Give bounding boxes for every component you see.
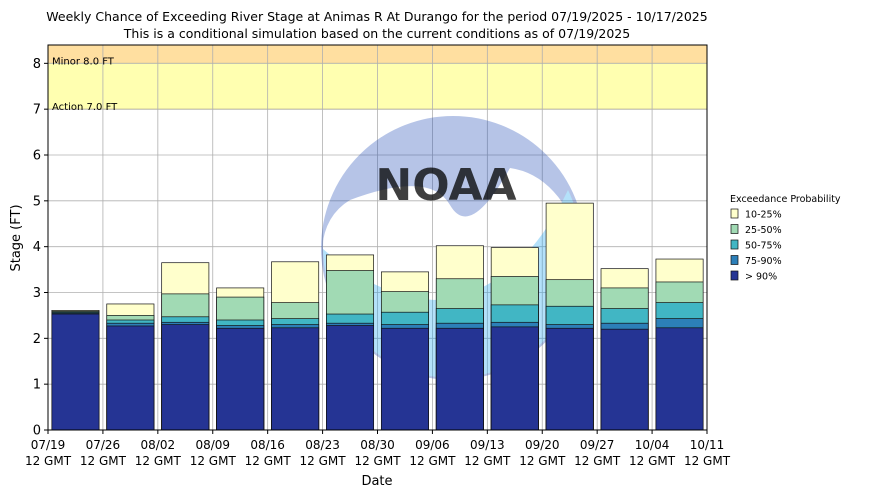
x-tick-date-6: 08/30 [360,438,395,452]
legend-label-3: 75-90% [745,256,782,267]
x-tick-time-2: 12 GMT [135,454,182,468]
bars [51,202,704,431]
chart-subtitle: This is a conditional simulation based o… [123,26,630,41]
x-tick-time-9: 12 GMT [519,454,566,468]
bar-90-2 [161,324,210,431]
threshold-label-1: Action 7.0 FT [52,102,118,113]
legend: Exceedance Probability 10-25% 25-50% 50-75… [730,194,841,283]
bar-90-6 [380,327,429,431]
legend-title: Exceedance Probability [730,194,841,205]
x-tick-time-1: 12 GMT [80,454,127,468]
y-tick-label-5: 5 [33,194,41,209]
x-tick-time-4: 12 GMT [245,454,292,468]
x-tick-date-4: 08/16 [250,438,285,452]
y-tick-label-8: 8 [33,57,41,72]
bar-90-7 [435,327,484,431]
x-tick-date-7: 09/06 [415,438,450,452]
chart-title: Weekly Chance of Exceeding River Stage a… [46,9,707,24]
y-tick-label-1: 1 [33,378,41,393]
legend-swatch-4 [730,270,739,281]
bar-90-3 [216,327,265,431]
x-tick-time-5: 12 GMT [300,454,347,468]
bar-90-9 [545,327,594,431]
x-tick-date-5: 08/23 [305,438,340,452]
x-tick-date-9: 09/20 [525,438,560,452]
y-tick-label-7: 7 [33,103,41,118]
bar-90-1 [106,325,155,431]
bar-90-5 [326,325,375,431]
y-tick-label-2: 2 [33,332,41,347]
x-axis: 07/19 12 GMT 07/26 12 GMT 08/02 12 GMT 08/09 12… [25,430,731,468]
x-tick-date-11: 10/04 [635,438,670,452]
x-tick-time-11: 12 GMT [629,454,676,468]
y-axis: 0 1 2 3 4 5 6 7 8 [33,57,48,439]
x-tick-time-7: 12 GMT [409,454,456,468]
plot-frame [47,44,708,431]
x-tick-date-8: 09/13 [470,438,505,452]
legend-swatch-1 [730,224,739,234]
grid-lines [47,45,708,431]
x-tick-date-12: 10/11 [690,438,725,452]
y-tick-label-0: 0 [33,424,41,439]
legend-label-2: 50-75% [745,241,782,252]
x-tick-time-12: 12 GMT [684,454,731,468]
legend-swatch-3 [730,255,739,265]
bar-90-11 [655,327,704,431]
x-tick-date-2: 08/02 [141,438,176,452]
x-tick-date-10: 09/27 [580,438,615,452]
x-tick-time-6: 12 GMT [354,454,401,468]
bar-90-8 [490,326,539,431]
legend-swatch-0 [730,208,739,219]
threshold-label-0: Minor 8.0 FT [52,56,115,67]
bar-90-4 [271,327,320,431]
x-tick-date-0: 07/19 [31,438,66,452]
y-tick-label-6: 6 [33,149,41,164]
y-tick-label-3: 3 [33,286,41,301]
x-tick-time-10: 12 GMT [574,454,621,468]
bar-90-10 [600,328,649,431]
x-tick-date-1: 07/26 [86,438,121,452]
x-tick-time-0: 12 GMT [25,454,72,468]
noaa-watermark-text: NOAA [375,160,516,211]
x-tick-time-3: 12 GMT [190,454,237,468]
legend-swatch-2 [730,239,739,250]
legend-label-1: 25-50% [745,225,782,236]
x-axis-label: Date [361,474,392,489]
x-tick-date-3: 08/09 [195,438,230,452]
legend-label-4: > 90% [745,272,777,283]
legend-label-0: 10-25% [745,210,782,221]
y-tick-label-4: 4 [33,240,41,255]
threshold-labels: Minor 8.0 FT Action 7.0 FT [52,56,118,113]
x-tick-time-8: 12 GMT [464,454,511,468]
y-axis-label: Stage (FT) [9,204,24,271]
bar-90-0 [51,313,100,431]
